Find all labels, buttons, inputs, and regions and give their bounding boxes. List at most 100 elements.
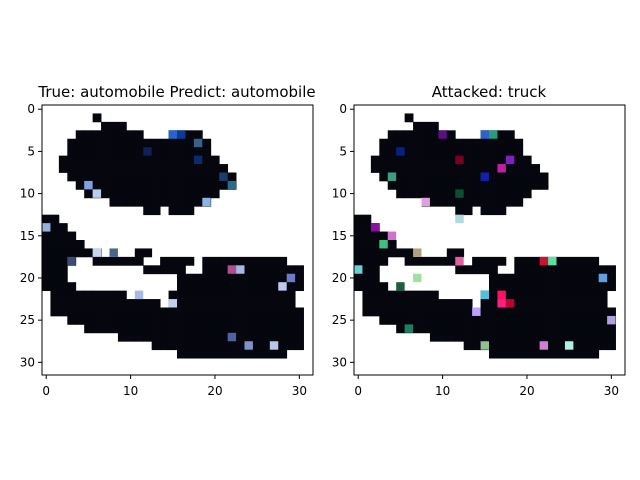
image-pixel [101,130,110,140]
image-pixel [210,273,220,283]
image-pixel [548,282,557,292]
x-tick-label: 20 [207,384,222,398]
image-pixel [362,214,372,224]
image-pixel [219,307,229,317]
image-pixel [101,256,110,266]
image-pixel [438,164,448,173]
image-pixel [489,290,498,300]
image-pixel [421,121,431,131]
image-pixel [505,315,515,325]
image-pixel [370,256,380,266]
image-pixel [151,147,161,157]
image-pixel [126,256,136,266]
image-pixel [522,282,532,292]
image-pixel [497,130,507,140]
image-pixel [480,265,490,275]
image-pixel [438,315,448,325]
image-pixel [244,324,254,334]
image-pixel [539,273,549,283]
image-pixel [522,164,532,173]
image-pixel [556,324,566,334]
image-pixel [185,155,195,165]
image-pixel [522,349,532,359]
image-pixel [539,265,549,275]
image-pixel [505,197,515,207]
image-pixel [286,332,296,342]
image-pixel [497,307,507,317]
image-pixel [514,349,524,359]
image-pixel [590,307,600,317]
image-pixel-accent [413,248,422,257]
image-pixel [590,256,600,266]
image-pixel [84,138,94,148]
image-pixel [429,290,439,300]
image-pixel [177,315,186,325]
image-pixel [429,315,439,325]
image-pixel-accent [134,290,144,300]
image-pixel [117,155,127,165]
image-pixel [531,332,541,342]
image-pixel [244,256,254,266]
image-pixel [531,265,541,275]
image-pixel [489,332,498,342]
image-pixel [269,282,279,292]
image-pixel [236,324,245,334]
image-pixel [244,299,254,308]
image-pixel [58,223,68,232]
image-pixel [168,172,178,182]
image-pixel [581,315,591,325]
image-pixel [168,155,178,165]
image-pixel [134,332,144,342]
image-pixel [202,315,212,325]
image-pixel [598,265,608,275]
image-pixel [58,273,68,283]
image-pixel [548,290,557,300]
image-pixel [117,332,127,342]
image-pixel [497,155,507,165]
image-pixel [278,265,288,275]
image-pixel [126,172,136,182]
image-pixel [404,299,414,308]
image-pixel [446,172,456,182]
image-pixel [185,324,195,334]
image-pixel [531,256,541,266]
image-pixel [370,248,380,258]
image-pixel [539,349,549,359]
image-pixel [261,282,271,292]
image-pixel [117,256,127,266]
image-pixel [67,248,77,258]
image-pixel [598,341,608,351]
image-pixel [193,172,203,182]
image-pixel [151,206,161,216]
pixel-image-attacked [354,113,616,359]
image-pixel [84,130,94,140]
image-pixel [480,180,490,190]
image-pixel [210,332,220,342]
image-pixel [429,172,439,182]
image-pixel [67,231,77,241]
image-pixel [168,307,178,317]
image-pixel [489,315,498,325]
image-pixel [421,324,431,334]
image-pixel [497,282,507,292]
image-pixel [472,315,481,325]
image-pixel [261,332,271,342]
image-pixel [177,197,186,207]
image-pixel [252,315,262,325]
image-pixel [598,315,608,325]
image-pixel [387,248,397,258]
image-pixel [109,164,119,173]
image-pixel-accent [480,172,489,181]
image-pixel [463,307,473,317]
image-pixel [126,332,136,342]
image-pixel [548,299,557,308]
image-pixel [438,332,448,342]
image-pixel-accent [84,180,93,190]
image-pixel [143,332,153,342]
axes-frame-original [41,104,314,376]
image-pixel [455,147,465,157]
image-pixel [92,155,102,165]
image-pixel [489,155,498,165]
image-pixel [84,189,94,199]
image-pixel [573,307,583,317]
